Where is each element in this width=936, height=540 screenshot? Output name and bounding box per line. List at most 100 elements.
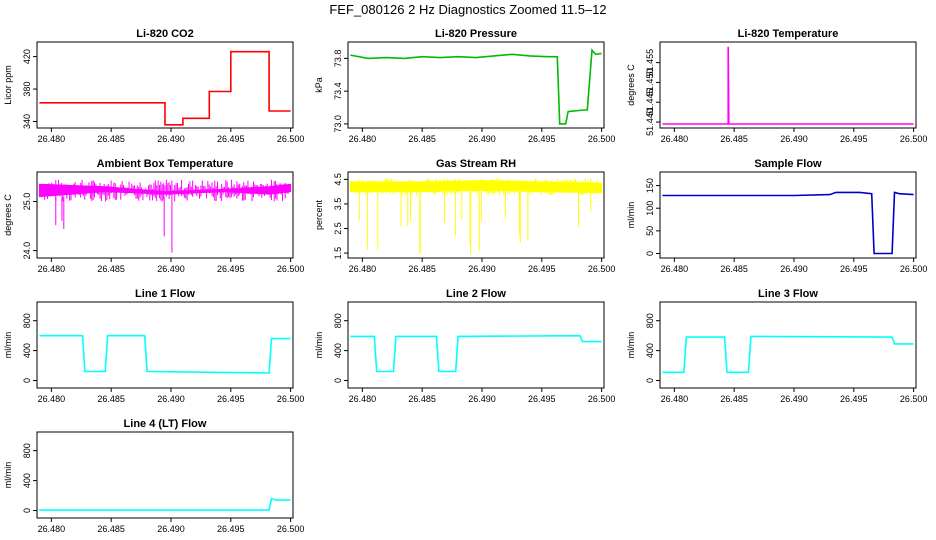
x-tick-label: 26.500: [588, 134, 616, 144]
x-tick-label: 26.495: [528, 394, 556, 404]
panel-5: Gas Stream RH percent 26.480 26.485 26.490 26…: [314, 158, 615, 274]
y-axis-label: ml/min: [626, 202, 636, 229]
y-tick-label: 4.5: [333, 173, 343, 186]
x-tick-label: 26.480: [38, 264, 66, 274]
x-tick-label: 26.490: [468, 134, 496, 144]
series-line: [350, 334, 602, 373]
x-tick-label: 26.485: [720, 264, 748, 274]
series-line: [662, 46, 914, 125]
y-tick-label: 400: [22, 473, 32, 488]
x-tick-label: 26.495: [217, 134, 245, 144]
x-tick-label: 26.480: [38, 524, 66, 534]
panel-9: Line 3 Flow ml/min 26.480 26.485 26.490 26.49…: [626, 288, 927, 404]
y-axis-label: kPa: [314, 77, 324, 93]
x-tick-label: 26.485: [97, 394, 125, 404]
x-tick-label: 26.480: [661, 264, 689, 274]
x-tick-label: 26.495: [840, 394, 868, 404]
x-tick-label: 26.495: [528, 264, 556, 274]
y-axis-label: ml/min: [3, 462, 13, 489]
y-tick-label: 800: [22, 443, 32, 458]
panel-title: Line 1 Flow: [135, 288, 195, 300]
x-tick-label: 26.490: [157, 524, 185, 534]
plot-frame: [36, 41, 294, 129]
figure-title: FEF_080126 2 Hz Diagnostics Zoomed 11.5–…: [329, 2, 607, 17]
series-band: [38, 183, 292, 198]
y-tick-label: 0: [333, 378, 343, 383]
series-line: [662, 335, 914, 374]
x-tick-label: 26.500: [277, 134, 305, 144]
y-tick-label: 0: [22, 508, 32, 513]
x-tick-label: 26.485: [97, 134, 125, 144]
y-tick-label: 73.0: [333, 115, 343, 133]
panel-title: Line 4 (LT) Flow: [124, 418, 207, 430]
plot-frame: [659, 41, 917, 129]
panel-title: Sample Flow: [754, 158, 822, 170]
panel-title: Li-820 CO2: [136, 28, 193, 40]
y-axis-label: degrees C: [626, 64, 636, 106]
plot-frame: [347, 41, 605, 129]
x-tick-label: 26.500: [588, 264, 616, 274]
y-tick-label: 51.445: [645, 88, 655, 116]
x-tick-label: 26.480: [349, 394, 377, 404]
x-tick-label: 26.480: [349, 134, 377, 144]
y-tick-label: 380: [22, 82, 32, 97]
x-tick-label: 26.495: [217, 264, 245, 274]
panel-title: Ambient Box Temperature: [97, 158, 234, 170]
series-line: [39, 50, 291, 126]
panel-2: Li-820 Pressure kPa 26.480 26.485 26.490 26.4…: [314, 28, 615, 144]
y-tick-label: 0: [645, 251, 655, 256]
y-tick-label: 150: [645, 178, 655, 193]
plot-frame: [347, 171, 605, 259]
y-tick-label: 3.5: [333, 198, 343, 211]
x-tick-label: 26.490: [468, 264, 496, 274]
y-tick-label: 800: [645, 313, 655, 328]
panel-title: Li-820 Pressure: [435, 28, 517, 40]
panel-title: Line 3 Flow: [758, 288, 818, 300]
x-tick-label: 26.480: [38, 394, 66, 404]
y-tick-label: 420: [22, 49, 32, 64]
panel-3: Li-820 Temperature degrees C 26.480 26.485 2…: [626, 28, 927, 144]
x-tick-label: 26.490: [157, 134, 185, 144]
y-axis-label: ml/min: [314, 332, 324, 359]
x-tick-label: 26.490: [157, 394, 185, 404]
panel-10: Line 4 (LT) Flow ml/min 26.480 26.485 26.490…: [3, 418, 304, 534]
y-tick-label: 24.0: [22, 242, 32, 260]
plot-frame: [36, 171, 294, 259]
y-tick-label: 2.5: [333, 222, 343, 235]
panel-8: Line 2 Flow ml/min 26.480 26.485 26.490 26.49…: [314, 288, 615, 404]
x-tick-label: 26.500: [277, 264, 305, 274]
x-tick-label: 26.500: [900, 264, 928, 274]
panel-7: Line 1 Flow ml/min 26.480 26.485 26.490 26.49…: [3, 288, 304, 404]
y-tick-label: 100: [645, 201, 655, 216]
panel-6: Sample Flow ml/min 26.480 26.485 26.490 26.49…: [626, 158, 927, 274]
y-tick-label: 25.0: [22, 193, 32, 211]
x-tick-label: 26.490: [468, 394, 496, 404]
y-tick-label: 51.450: [645, 69, 655, 97]
y-axis-label: ml/min: [626, 332, 636, 359]
x-tick-label: 26.485: [97, 264, 125, 274]
y-axis-label: Licor ppm: [3, 65, 13, 105]
x-tick-label: 26.485: [408, 134, 436, 144]
y-axis-label: percent: [314, 199, 324, 230]
y-tick-label: 73.8: [333, 50, 343, 68]
x-tick-label: 26.495: [840, 134, 868, 144]
y-tick-label: 1.5: [333, 247, 343, 260]
x-tick-label: 26.480: [661, 394, 689, 404]
x-tick-label: 26.500: [277, 524, 305, 534]
panel-title: Gas Stream RH: [436, 158, 516, 170]
y-tick-label: 73.4: [333, 82, 343, 100]
y-tick-label: 400: [645, 343, 655, 358]
x-tick-label: 26.495: [528, 134, 556, 144]
x-tick-label: 26.480: [661, 134, 689, 144]
y-tick-label: 0: [645, 378, 655, 383]
series-line: [39, 497, 291, 511]
plot-frame: [36, 301, 294, 389]
x-tick-label: 26.490: [780, 134, 808, 144]
y-tick-label: 0: [22, 378, 32, 383]
x-tick-label: 26.485: [408, 394, 436, 404]
x-tick-label: 26.500: [900, 394, 928, 404]
y-tick-label: 800: [22, 313, 32, 328]
plot-frame: [36, 431, 294, 519]
x-tick-label: 26.485: [720, 394, 748, 404]
x-tick-label: 26.485: [97, 524, 125, 534]
